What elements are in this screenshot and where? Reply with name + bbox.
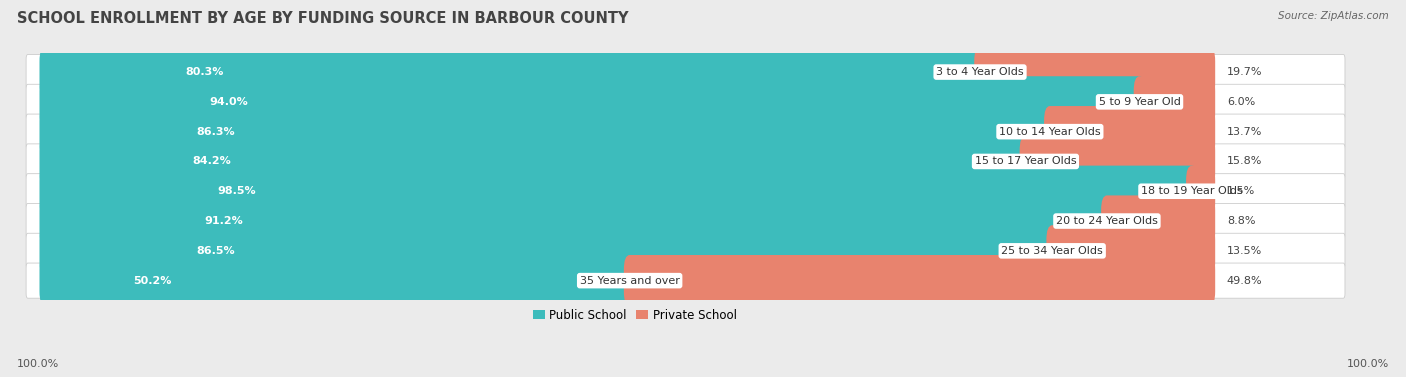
Text: 6.0%: 6.0%: [1227, 97, 1256, 107]
Legend: Public School, Private School: Public School, Private School: [529, 304, 741, 326]
Text: SCHOOL ENROLLMENT BY AGE BY FUNDING SOURCE IN BARBOUR COUNTY: SCHOOL ENROLLMENT BY AGE BY FUNDING SOUR…: [17, 11, 628, 26]
Text: 10 to 14 Year Olds: 10 to 14 Year Olds: [1000, 127, 1101, 136]
Text: 3 to 4 Year Olds: 3 to 4 Year Olds: [936, 67, 1024, 77]
FancyBboxPatch shape: [27, 174, 1346, 209]
FancyBboxPatch shape: [1187, 166, 1215, 217]
Text: 15.8%: 15.8%: [1227, 156, 1263, 167]
Text: 1.5%: 1.5%: [1227, 186, 1256, 196]
FancyBboxPatch shape: [624, 255, 1215, 306]
Text: 35 Years and over: 35 Years and over: [579, 276, 679, 286]
FancyBboxPatch shape: [1045, 106, 1215, 157]
Text: Source: ZipAtlas.com: Source: ZipAtlas.com: [1278, 11, 1389, 21]
FancyBboxPatch shape: [39, 136, 1031, 187]
Text: 86.5%: 86.5%: [197, 246, 235, 256]
Text: 49.8%: 49.8%: [1227, 276, 1263, 286]
FancyBboxPatch shape: [27, 204, 1346, 239]
FancyBboxPatch shape: [1019, 136, 1215, 187]
FancyBboxPatch shape: [39, 166, 1198, 217]
FancyBboxPatch shape: [1133, 76, 1215, 127]
FancyBboxPatch shape: [39, 46, 986, 98]
Text: 13.7%: 13.7%: [1227, 127, 1263, 136]
FancyBboxPatch shape: [1046, 225, 1215, 276]
FancyBboxPatch shape: [39, 255, 636, 306]
FancyBboxPatch shape: [974, 46, 1215, 98]
Text: 8.8%: 8.8%: [1227, 216, 1256, 226]
Text: 100.0%: 100.0%: [1347, 359, 1389, 369]
Text: 25 to 34 Year Olds: 25 to 34 Year Olds: [1001, 246, 1104, 256]
Text: 94.0%: 94.0%: [209, 97, 249, 107]
Text: 18 to 19 Year Olds: 18 to 19 Year Olds: [1142, 186, 1243, 196]
Text: 20 to 24 Year Olds: 20 to 24 Year Olds: [1056, 216, 1159, 226]
FancyBboxPatch shape: [39, 76, 1146, 127]
Text: 15 to 17 Year Olds: 15 to 17 Year Olds: [974, 156, 1076, 167]
Text: 86.3%: 86.3%: [195, 127, 235, 136]
Text: 50.2%: 50.2%: [134, 276, 172, 286]
FancyBboxPatch shape: [27, 233, 1346, 268]
FancyBboxPatch shape: [27, 55, 1346, 90]
FancyBboxPatch shape: [27, 114, 1346, 149]
Text: 91.2%: 91.2%: [204, 216, 243, 226]
FancyBboxPatch shape: [39, 106, 1056, 157]
FancyBboxPatch shape: [1101, 195, 1215, 247]
FancyBboxPatch shape: [27, 84, 1346, 120]
Text: 19.7%: 19.7%: [1227, 67, 1263, 77]
Text: 80.3%: 80.3%: [186, 67, 224, 77]
FancyBboxPatch shape: [27, 263, 1346, 298]
Text: 98.5%: 98.5%: [218, 186, 256, 196]
FancyBboxPatch shape: [27, 144, 1346, 179]
FancyBboxPatch shape: [39, 195, 1112, 247]
Text: 13.5%: 13.5%: [1227, 246, 1263, 256]
FancyBboxPatch shape: [39, 225, 1059, 276]
Text: 84.2%: 84.2%: [193, 156, 231, 167]
Text: 100.0%: 100.0%: [17, 359, 59, 369]
Text: 5 to 9 Year Old: 5 to 9 Year Old: [1098, 97, 1181, 107]
